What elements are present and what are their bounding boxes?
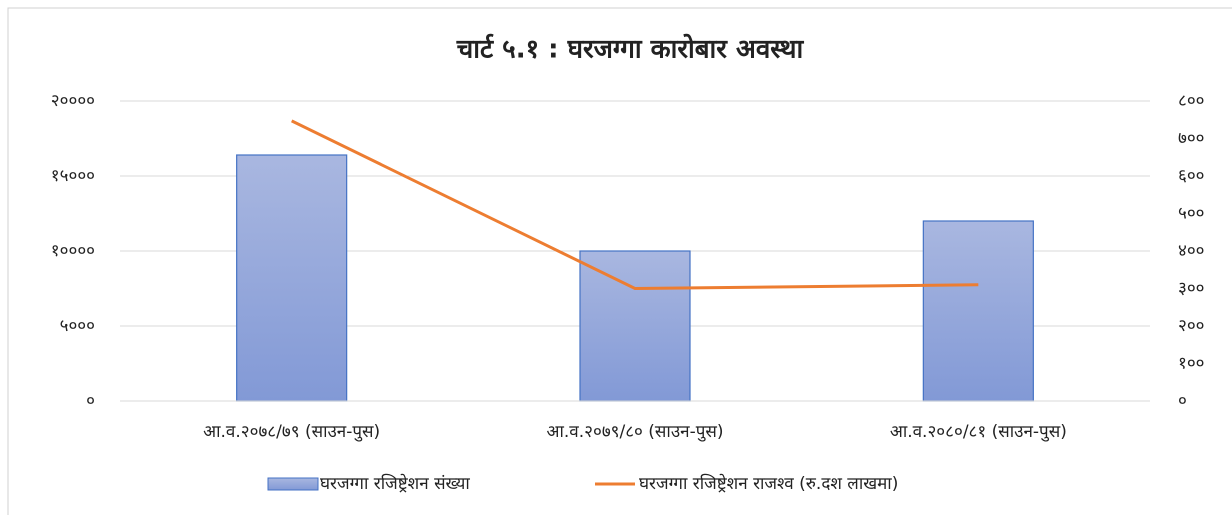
- chart-title: चार्ट ५.१ : घरजग्गा कारोबार अवस्था: [456, 34, 805, 65]
- x-tick-label: आ.व.२०७९/८० (साउन-पुस): [547, 422, 724, 442]
- legend-swatch: [267, 477, 319, 491]
- line-series: [291, 119, 979, 291]
- bar: [236, 154, 348, 402]
- y2-tick-label: ६००: [1178, 166, 1205, 186]
- y2-tick-label: ७००: [1178, 129, 1205, 149]
- legend-label: घरजग्गा रजिष्ट्रेशन संख्या: [320, 473, 470, 494]
- y2-tick-label: २००: [1178, 316, 1205, 336]
- y2-tick-label: ०: [1178, 391, 1187, 411]
- y-tick-label: १००००: [51, 241, 95, 261]
- x-tick-label: आ.व.२०७८/७९ (साउन-पुस): [203, 422, 380, 442]
- y2-tick-label: ३००: [1178, 279, 1205, 299]
- y2-tick-label: ५००: [1178, 204, 1205, 224]
- y-tick-label: १५०००: [51, 166, 95, 186]
- bar: [922, 220, 1034, 402]
- y2-tick-label: ८००: [1178, 91, 1205, 111]
- y-tick-label: ५०००: [60, 316, 95, 336]
- y2-tick-label: १००: [1178, 354, 1205, 374]
- y-tick-label: २००००: [51, 91, 95, 111]
- legend-label: घरजग्गा रजिष्ट्रेशन राजश्व (रु.दश लाखमा): [639, 473, 898, 494]
- chart-border: [7, 7, 1232, 515]
- y2-tick-label: ४००: [1178, 241, 1205, 261]
- bar: [579, 250, 691, 402]
- x-tick-label: आ.व.२०८०/८१ (साउन-पुस): [890, 422, 1067, 442]
- y-tick-label: ०: [86, 391, 95, 411]
